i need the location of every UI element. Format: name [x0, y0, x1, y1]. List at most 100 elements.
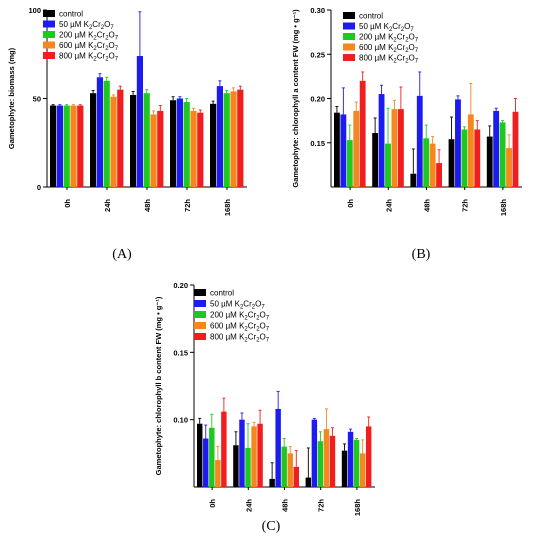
legend-swatch: [194, 289, 206, 296]
x-tick-label: 0h: [346, 199, 355, 208]
bar-48h-1: [275, 408, 281, 487]
bar-24h-0: [233, 445, 239, 487]
bar-48h-3: [150, 114, 157, 187]
legend-label: control: [359, 12, 383, 21]
bar-48h-4: [436, 163, 442, 187]
legend-label: 200 µM K2Cr2O7: [359, 33, 419, 44]
bar-48h-4: [157, 110, 164, 187]
panel-label: (B): [412, 247, 431, 262]
legend-swatch: [43, 20, 55, 28]
x-tick-label: 72h: [183, 199, 192, 212]
bar-72h-4: [474, 129, 481, 187]
bar-48h-0: [269, 478, 275, 487]
bar-168h-4: [512, 111, 519, 187]
bar-48h-3: [287, 453, 293, 487]
bar-72h-0: [305, 477, 312, 487]
bar-0h-4: [77, 105, 84, 187]
bar-72h-4: [197, 112, 204, 187]
y-axis-title: Gametophyte: biomass (mg): [7, 47, 16, 149]
legend-swatch: [43, 41, 55, 49]
x-tick-label: 24h: [103, 199, 112, 212]
y-tick-label: 0.15: [173, 348, 188, 357]
x-tick-label: 48h: [423, 199, 432, 212]
bar-48h-0: [410, 173, 417, 187]
bar-0h-2: [346, 140, 353, 187]
bar-24h-4: [397, 109, 404, 187]
bar-48h-2: [143, 93, 150, 187]
legend-swatch: [194, 300, 206, 307]
bar-168h-0: [486, 136, 493, 187]
legend-label: 50 µM K2Cr2O7: [359, 22, 414, 33]
legend-label: 800 µM K2Cr2O7: [359, 54, 419, 65]
bar-168h-4: [365, 426, 372, 487]
panel-label: (C): [262, 519, 281, 534]
bar-0h-4: [221, 411, 227, 487]
bar-48h-1: [416, 95, 423, 187]
bar-168h-1: [216, 86, 223, 187]
legend-swatch: [343, 33, 355, 40]
bar-24h-0: [90, 93, 97, 187]
y-tick-label: 0.10: [173, 416, 188, 425]
bar-168h-0: [341, 450, 348, 487]
bar-24h-2: [103, 80, 110, 187]
bar-72h-0: [170, 100, 177, 187]
bar-168h-4: [237, 89, 244, 187]
bar-24h-1: [239, 419, 245, 487]
bar-72h-1: [311, 419, 318, 487]
legend-label: 600 µM K2Cr2O7: [59, 41, 119, 52]
legend-swatch: [343, 43, 355, 51]
bar-48h-1: [136, 56, 143, 187]
bar-72h-2: [183, 102, 190, 187]
x-tick-label: 0h: [63, 199, 72, 208]
legend-swatch: [194, 333, 206, 340]
bar-0h-1: [203, 438, 209, 487]
y-tick-label: 50: [33, 95, 41, 104]
legend-swatch: [343, 12, 355, 19]
x-tick-label: 168h: [353, 499, 362, 517]
legend-label: 800 µM K2Cr2O7: [59, 52, 119, 63]
bar-0h-1: [340, 114, 347, 187]
x-tick-label: 24h: [244, 499, 253, 512]
bar-24h-0: [372, 133, 379, 187]
legend-label: 600 µM K2Cr2O7: [359, 43, 419, 54]
x-tick-label: 168h: [223, 199, 232, 217]
chart-panel-0: 0 50 100 Gametophyte: biomass (mg) 0h 24h 48h 7…: [7, 6, 247, 262]
chart-panel-2: 0.10 0.15 0.20 Gametophyte: chlorophyll b c…: [154, 281, 375, 534]
bar-48h-3: [429, 143, 436, 187]
bar-24h-3: [251, 426, 257, 487]
bar-168h-2: [223, 93, 230, 187]
bar-24h-4: [257, 423, 263, 487]
bar-0h-0: [197, 423, 203, 487]
bar-0h-2: [63, 105, 70, 187]
y-tick-label: 0.20: [173, 281, 188, 290]
legend-label: control: [59, 10, 83, 19]
y-axis-title: Gametophyte: chlorophyll b content FW (m…: [154, 296, 163, 475]
bar-24h-1: [378, 94, 385, 187]
bar-72h-1: [176, 98, 183, 187]
bar-0h-2: [209, 427, 215, 487]
legend-swatch: [194, 311, 206, 318]
bar-168h-1: [493, 110, 500, 187]
bar-24h-2: [385, 143, 391, 187]
bar-0h-0: [50, 105, 57, 187]
y-tick-label: 0.25: [310, 50, 325, 59]
legend-swatch: [343, 22, 355, 30]
bar-168h-2: [499, 122, 506, 187]
x-tick-label: 48h: [281, 499, 290, 512]
legend-label: 200 µM K2Cr2O7: [210, 311, 270, 322]
bar-168h-2: [353, 439, 360, 487]
legend-swatch: [43, 10, 55, 17]
bar-48h-0: [130, 94, 137, 187]
bar-168h-0: [210, 103, 217, 187]
bar-48h-2: [423, 138, 430, 187]
legend-swatch: [43, 52, 55, 59]
bar-72h-2: [461, 129, 468, 187]
bar-0h-3: [70, 105, 77, 187]
bar-72h-4: [329, 435, 336, 487]
bar-72h-0: [448, 139, 455, 187]
x-tick-label: 72h: [461, 199, 470, 212]
chart-panel-1: 0.15 0.20 0.25 0.30 Gametophyte: chlorophyll…: [291, 6, 522, 262]
bar-72h-3: [190, 110, 197, 187]
legend-label: control: [210, 289, 234, 298]
